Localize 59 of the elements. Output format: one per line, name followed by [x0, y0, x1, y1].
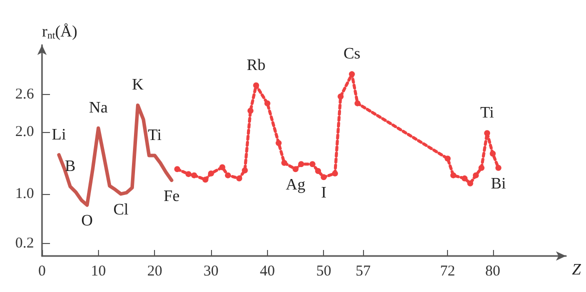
point — [490, 150, 496, 157]
point — [495, 164, 502, 171]
point — [219, 164, 226, 170]
point — [202, 176, 208, 183]
point — [309, 161, 316, 168]
point — [450, 172, 456, 178]
y-tick-label: 2.6 — [15, 86, 34, 103]
annotation: Na — [89, 100, 108, 117]
annotation: I — [321, 184, 326, 202]
point — [478, 164, 484, 171]
point — [472, 172, 479, 178]
point — [444, 156, 451, 162]
annotation: B — [64, 158, 76, 175]
point — [174, 166, 180, 172]
point — [281, 160, 288, 166]
annotation: Ag — [286, 176, 306, 194]
point — [247, 108, 254, 114]
point — [191, 172, 198, 178]
point — [332, 170, 338, 176]
annotation: Cs — [343, 46, 360, 63]
point — [242, 167, 248, 174]
annotation: Bi — [490, 175, 506, 192]
annotation: Li — [52, 126, 67, 144]
x-tick-label: 0 — [38, 264, 46, 280]
point — [298, 161, 304, 168]
x-tick-label: 10 — [90, 264, 106, 280]
point — [315, 168, 322, 174]
x-tick-label: 50 — [316, 264, 332, 280]
annotation: Ti — [480, 104, 494, 122]
point — [264, 100, 270, 106]
y-tick-label: 2.0 — [15, 124, 34, 140]
point — [462, 175, 468, 182]
annotation: Fe — [164, 188, 180, 205]
x-tick-label: 57 — [356, 264, 372, 280]
x-tick-label: 30 — [204, 264, 219, 280]
point — [320, 174, 327, 180]
point — [236, 175, 242, 182]
annotation: Cl — [113, 201, 129, 218]
point — [253, 82, 260, 88]
point — [224, 172, 231, 178]
x-tick-label: 20 — [147, 264, 162, 280]
point — [276, 140, 282, 146]
point — [348, 71, 355, 78]
point — [338, 94, 344, 100]
point — [467, 180, 474, 186]
annotation: O — [81, 212, 93, 230]
y-tick-label: 1.0 — [15, 186, 34, 202]
x-axis-title: Z — [572, 262, 582, 278]
x-tick-label: 40 — [260, 264, 275, 280]
annotation: Rb — [246, 56, 266, 74]
annotation: Ti — [148, 126, 162, 144]
point — [208, 170, 214, 176]
x-tick-label: 72 — [440, 264, 456, 280]
point — [354, 100, 361, 106]
point — [186, 171, 192, 178]
point — [292, 166, 299, 172]
y-tick-label: 0.2 — [15, 236, 34, 252]
annotation: K — [132, 76, 144, 94]
x-tick-label: 80 — [485, 264, 500, 280]
